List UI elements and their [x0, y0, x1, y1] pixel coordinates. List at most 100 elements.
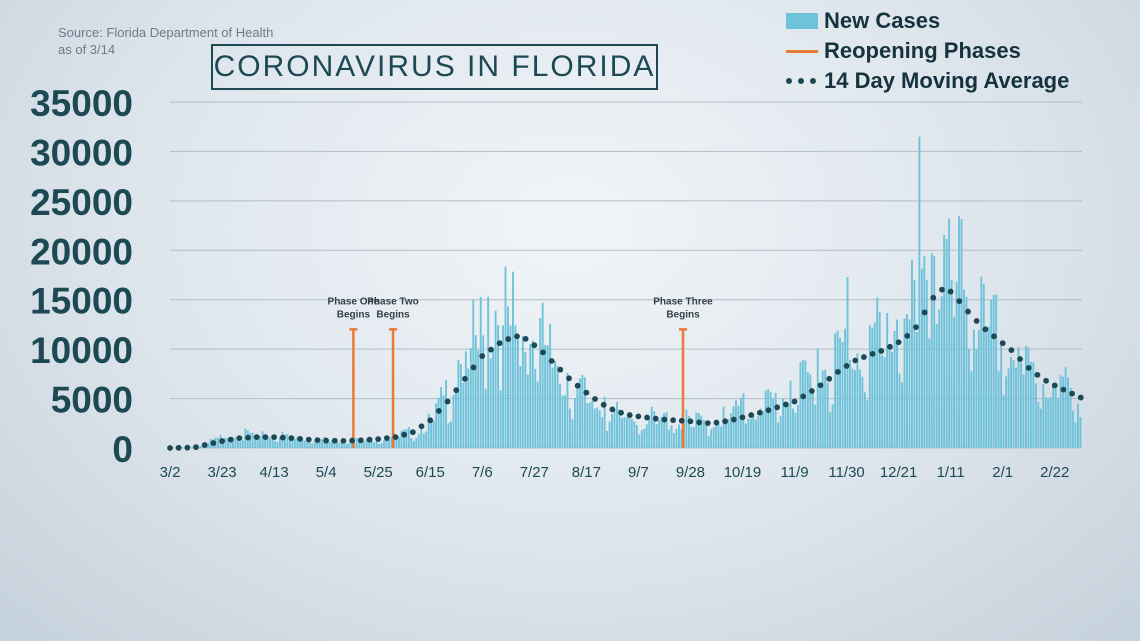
moving-average-point: [288, 435, 295, 442]
chart-title: CORONAVIRUS IN FLORIDA: [211, 44, 658, 90]
bar: [772, 398, 775, 448]
moving-average-point: [921, 309, 928, 316]
bar: [1049, 396, 1052, 448]
bar: [658, 419, 661, 448]
bar: [576, 382, 579, 448]
bar: [980, 276, 983, 448]
bar: [308, 442, 311, 448]
bar: [858, 369, 861, 448]
bar: [1017, 347, 1020, 448]
moving-average-point: [540, 349, 546, 356]
moving-average-point: [808, 388, 815, 394]
bar: [687, 416, 690, 448]
moving-average-point: [1025, 365, 1032, 371]
bar: [516, 339, 519, 448]
bar: [987, 326, 990, 448]
moving-average-point: [895, 339, 902, 346]
bar: [499, 390, 502, 448]
bar: [492, 347, 495, 448]
bar: [1037, 402, 1040, 448]
bar: [938, 309, 941, 448]
bar: [705, 421, 708, 448]
moving-average-point: [201, 442, 208, 448]
bar: [977, 330, 980, 448]
bar: [972, 329, 975, 448]
bar: [395, 439, 398, 448]
bar: [806, 371, 809, 448]
bar: [586, 403, 589, 448]
bar: [331, 439, 333, 448]
bar: [231, 438, 234, 448]
moving-average-point: [253, 434, 260, 441]
moving-average-point: [817, 382, 824, 389]
bar: [417, 434, 420, 448]
phase-label: Begins: [376, 309, 410, 320]
bar: [512, 271, 514, 448]
moving-average-point: [618, 409, 624, 416]
bar: [799, 361, 802, 448]
bar: [529, 344, 532, 448]
bar: [953, 316, 956, 448]
bar: [901, 382, 903, 448]
bar: [863, 392, 866, 448]
bar: [373, 442, 376, 448]
moving-average-point: [834, 368, 841, 375]
y-tick-label: 20000: [30, 231, 133, 272]
bar: [831, 404, 834, 448]
moving-average-point: [939, 286, 945, 293]
bar: [358, 439, 361, 448]
moving-average-point: [1008, 347, 1015, 354]
moving-average-point: [826, 375, 833, 382]
bar: [355, 437, 358, 448]
bar: [829, 411, 832, 448]
bar: [1062, 376, 1065, 448]
moving-average-point: [262, 434, 269, 441]
bar: [725, 420, 728, 448]
bar: [455, 392, 457, 448]
bar: [1069, 387, 1072, 448]
moving-average-point: [930, 294, 937, 301]
moving-average-point: [488, 346, 494, 353]
moving-average-point: [557, 366, 564, 373]
bar: [234, 437, 237, 448]
bar: [236, 439, 239, 448]
bar: [531, 340, 534, 448]
bar: [821, 370, 824, 448]
bar: [690, 426, 693, 448]
bar: [1039, 408, 1042, 448]
bar: [868, 325, 871, 448]
legend-item-moving-average: 14 Day Moving Average: [786, 66, 1069, 96]
bar: [655, 424, 658, 448]
bar: [1029, 361, 1032, 448]
bar: [968, 348, 970, 448]
bar: [521, 336, 524, 448]
bar: [559, 383, 561, 448]
moving-average-point: [1043, 377, 1049, 384]
bar: [970, 371, 973, 448]
moving-average-point: [1051, 382, 1058, 389]
moving-average-point: [991, 333, 997, 340]
bar: [982, 284, 985, 448]
moving-average-point: [566, 375, 572, 382]
moving-average-point: [193, 444, 199, 451]
moving-average-point: [167, 445, 173, 451]
bar: [1052, 385, 1055, 448]
moving-average-point: [1034, 371, 1041, 378]
bar: [459, 363, 462, 448]
bar: [673, 433, 675, 448]
bar: [341, 442, 343, 448]
bar: [321, 439, 324, 448]
bar: [881, 355, 884, 448]
moving-average-point: [756, 409, 763, 416]
bar: [445, 380, 447, 448]
moving-average-point: [782, 401, 789, 408]
moving-average-point: [175, 444, 182, 451]
bar: [554, 360, 557, 448]
bar: [583, 377, 586, 448]
moving-average-point: [713, 419, 720, 426]
bar: [1015, 367, 1017, 448]
bar: [311, 443, 314, 448]
bar: [841, 342, 844, 448]
bar: [834, 333, 837, 448]
bar: [227, 438, 229, 448]
